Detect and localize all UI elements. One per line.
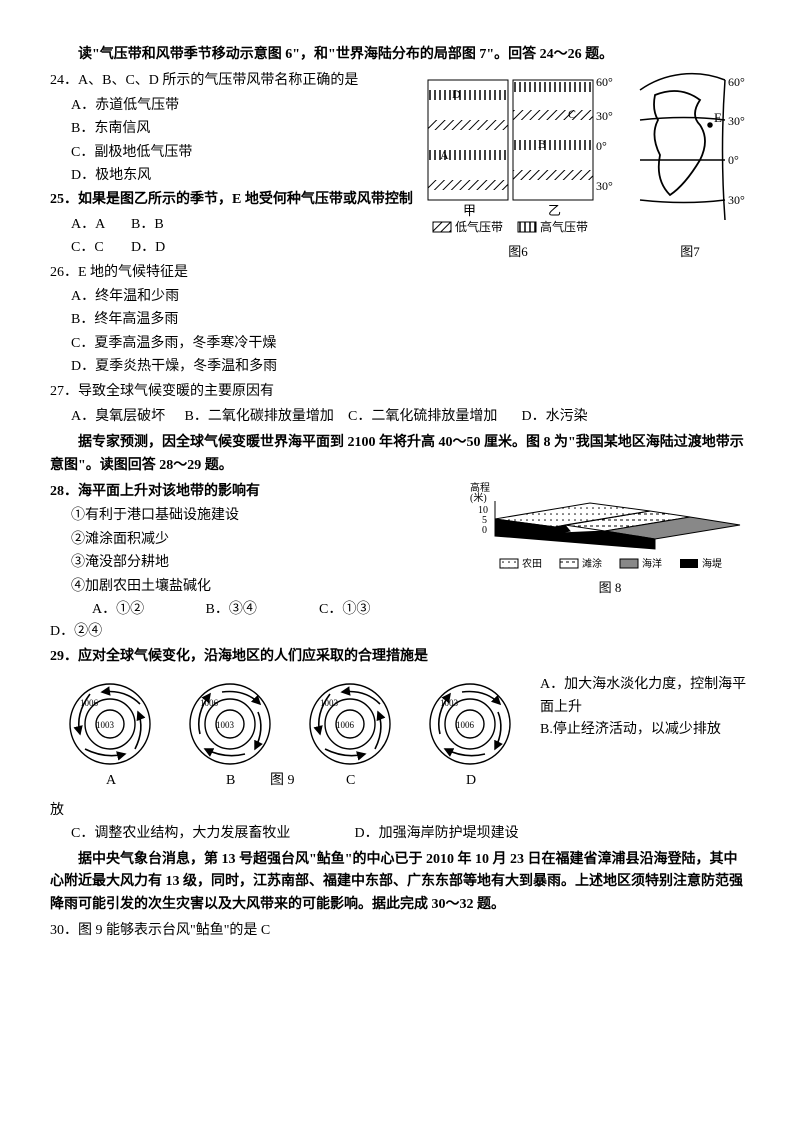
intro-28-29: 据专家预测，因全球气候变暖世界海平面到 2100 年将升高 40～50 厘米。图… bbox=[50, 432, 750, 477]
svg-text:1006: 1006 bbox=[336, 720, 355, 730]
q29-D: D．加强海岸防护堤坝建设 bbox=[355, 826, 519, 841]
q27-A: A．臭氧层破坏 bbox=[71, 406, 181, 428]
figure-6: D A C B 60° 30° bbox=[418, 70, 618, 263]
q29-CD: C．调整农业结构，大力发展畜牧业 D．加强海岸防护堤坝建设 bbox=[71, 823, 750, 845]
svg-text:30°: 30° bbox=[728, 114, 745, 128]
svg-text:A: A bbox=[106, 773, 117, 788]
q26-B: B．终年高温多雨 bbox=[71, 309, 750, 331]
svg-text:30°: 30° bbox=[728, 193, 745, 207]
q25-B: B．B bbox=[131, 217, 164, 232]
fig8-label: 图 8 bbox=[470, 578, 750, 599]
svg-text:60°: 60° bbox=[728, 75, 745, 89]
q29-AB-wrap: A．加大海水淡化力度，控制海平面上升 B.停止经济活动，以减少排放 bbox=[540, 674, 750, 741]
q26-options: A．终年温和少雨 B．终年高温多雨 C．夏季高温多雨，冬季寒冷干燥 D．夏季炎热… bbox=[71, 286, 750, 379]
fig6-B: B bbox=[538, 137, 546, 151]
q29-C: C．调整农业结构，大力发展畜牧业 bbox=[71, 823, 351, 845]
q27-stem: 27．导致全球气候变暖的主要原因有 bbox=[50, 381, 750, 403]
svg-text:低气压带: 低气压带 bbox=[455, 219, 503, 234]
q27-options: A．臭氧层破坏 B．二氧化碳排放量增加 C．二氧化硫排放量增加 D．水污染 bbox=[71, 406, 750, 428]
fig6-D: D bbox=[452, 87, 461, 101]
q26-D: D．夏季炎热干燥，冬季温和多雨 bbox=[71, 356, 750, 378]
svg-text:农田: 农田 bbox=[522, 557, 542, 570]
svg-text:1006: 1006 bbox=[456, 720, 475, 730]
q25-C: C．C bbox=[71, 237, 131, 259]
svg-text:1003: 1003 bbox=[216, 720, 235, 730]
svg-text:C: C bbox=[346, 773, 355, 788]
q28-options: A．①② B．③④ C．①③ bbox=[92, 599, 750, 621]
svg-text:0°: 0° bbox=[728, 153, 739, 167]
q26-stem: 26．E 地的气候特征是 bbox=[50, 262, 750, 284]
svg-text:D: D bbox=[466, 773, 476, 788]
fig7-label: 图7 bbox=[630, 242, 750, 263]
q26-A: A．终年温和少雨 bbox=[71, 286, 750, 308]
svg-text:30°: 30° bbox=[596, 109, 613, 123]
q29-stem: 29．应对全球气候变化，沿海地区的人们应采取的合理措施是 bbox=[50, 646, 750, 668]
q28-C: C．①③ bbox=[319, 599, 429, 621]
figure-7: E 60° 30° 0° 30° 图7 bbox=[630, 70, 750, 263]
q28-B: B．③④ bbox=[206, 599, 316, 621]
intro-24-26: 读"气压带和风带季节移动示意图 6"，和"世界海陆分布的局部图 7"。回答 24… bbox=[50, 44, 750, 66]
q29-B: B.停止经济活动，以减少排放 bbox=[540, 719, 750, 741]
svg-text:0: 0 bbox=[482, 525, 487, 536]
fig6-C: C bbox=[568, 107, 576, 121]
q26-C: C．夏季高温多雨，冬季寒冷干燥 bbox=[71, 333, 750, 355]
fig6-A: A bbox=[440, 148, 449, 162]
svg-text:B: B bbox=[226, 773, 235, 788]
figures-6-7: D A C B 60° 30° bbox=[418, 70, 750, 263]
svg-text:海堤: 海堤 bbox=[702, 557, 722, 570]
svg-text:1003: 1003 bbox=[96, 720, 115, 730]
svg-text:0°: 0° bbox=[596, 139, 607, 153]
q29-A: A．加大海水淡化力度，控制海平面上升 bbox=[540, 674, 750, 719]
q27-D: D．水污染 bbox=[522, 406, 632, 428]
fig6-left: 甲 bbox=[463, 203, 476, 218]
svg-text:30°: 30° bbox=[596, 179, 613, 193]
figure-8: 高程 (米) 10 5 0 农田 滩涂 海洋 海堤 图 8 bbox=[470, 481, 750, 599]
q27-C: C．二氧化硫排放量增加 bbox=[348, 406, 518, 428]
svg-text:60°: 60° bbox=[596, 75, 613, 89]
svg-text:E: E bbox=[714, 110, 722, 125]
fig6-label: 图6 bbox=[418, 242, 618, 263]
q28-A: A．①② bbox=[92, 599, 202, 621]
svg-text:海洋: 海洋 bbox=[642, 557, 662, 570]
intro-30-32: 据中央气象台消息，第 13 号超强台风"鲇鱼"的中心已于 2010 年 10 月… bbox=[50, 849, 750, 916]
fig6-right: 乙 bbox=[548, 203, 561, 218]
q29-B-tail: 放 bbox=[50, 800, 750, 822]
q30-stem: 30．图 9 能够表示台风"鲇鱼"的是 C bbox=[50, 920, 750, 942]
q27-B: B．二氧化碳排放量增加 bbox=[185, 406, 345, 428]
q28-D: D．②④ bbox=[50, 621, 750, 643]
svg-text:(米): (米) bbox=[470, 491, 487, 504]
svg-text:滩涂: 滩涂 bbox=[582, 557, 602, 570]
svg-text:高气压带: 高气压带 bbox=[540, 219, 588, 234]
q25-A: A．A bbox=[71, 214, 131, 236]
svg-text:图 9: 图 9 bbox=[270, 773, 295, 788]
figure-9: 1003 1006 1003 1006 bbox=[50, 674, 530, 794]
q25-D: D．D bbox=[131, 240, 165, 255]
